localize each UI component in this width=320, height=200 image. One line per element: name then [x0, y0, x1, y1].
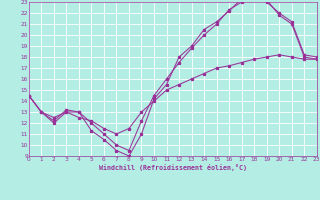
X-axis label: Windchill (Refroidissement éolien,°C): Windchill (Refroidissement éolien,°C) — [99, 164, 247, 171]
